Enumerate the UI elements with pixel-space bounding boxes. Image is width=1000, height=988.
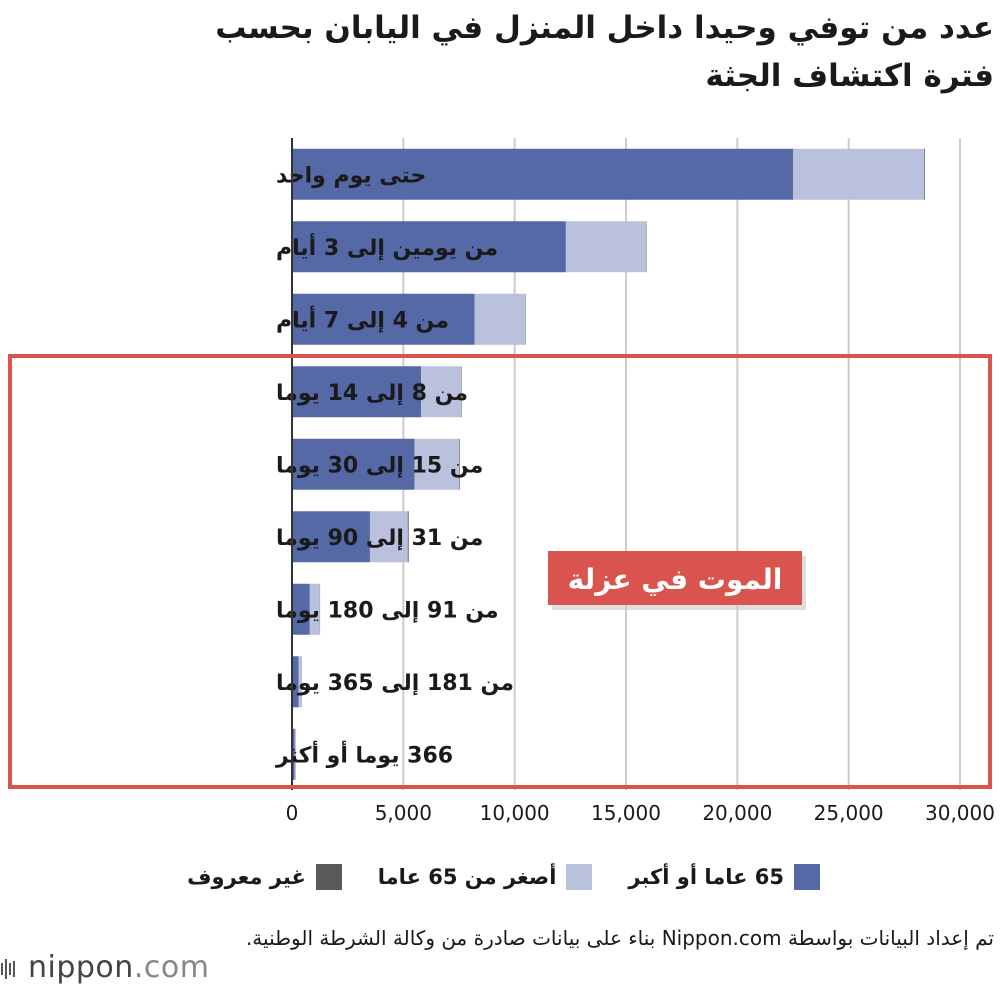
legend-label-unknown: غير معروف [187, 865, 306, 889]
x-tick-label: 20,000 [702, 801, 772, 825]
isolation-frame [8, 354, 992, 789]
category-label: من 15 إلى 30 يوما [276, 453, 483, 478]
category-label: حتى يوم واحد [276, 163, 426, 188]
highlight-label-box [548, 551, 802, 605]
legend-swatch-unknown [315, 864, 342, 890]
bar-segment [474, 293, 526, 345]
category-label: من 31 إلى 90 يوما [276, 526, 483, 551]
bar-segment [292, 221, 566, 273]
bar-segment [292, 438, 415, 490]
bar-segment [292, 511, 370, 563]
legend-swatch-65-plus [794, 864, 820, 890]
bar-segment [292, 728, 295, 780]
bar-segment [294, 728, 297, 780]
bar-segment [292, 656, 299, 708]
bar-segment [565, 221, 647, 273]
bar-segment [292, 148, 793, 200]
x-tick-label: 0 [286, 801, 299, 825]
category-label: من 91 إلى 180 يوما [276, 598, 499, 623]
legend-item-65-plus: 65 عاما أو أكبر [628, 864, 820, 890]
category-label: من 4 إلى 7 أيام [276, 304, 449, 333]
bar-segment [298, 656, 303, 708]
bar-segment [421, 366, 462, 418]
x-tick-label: 10,000 [480, 801, 550, 825]
nippon-mark-icon [1, 958, 15, 979]
x-tick-label: 5,000 [375, 801, 432, 825]
logo-suffix: .com [133, 950, 210, 985]
bar-segment [793, 148, 925, 200]
category-label: من 8 إلى 14 يوما [276, 381, 468, 406]
category-label: من 181 إلى 365 يوما [276, 671, 514, 696]
bar-segment [414, 438, 459, 490]
x-tick-label: 25,000 [814, 801, 884, 825]
highlight-label: الموت في عزلة [568, 563, 783, 596]
source-note: تم إعداد البيانات بواسطة Nippon.com بناء… [245, 926, 994, 950]
x-tick-label: 30,000 [925, 801, 995, 825]
bar-chart: 0 5,000 10,000 15,000 20,000 25,000 30,000 حتى … [8, 138, 995, 825]
category-label: من يومين إلى 3 أيام [276, 232, 498, 261]
chart-title: عدد من توفي وحيدا داخل المنزل في اليابان… [14, 4, 994, 100]
bar-segment [292, 366, 422, 418]
bar-segment [292, 293, 475, 345]
legend-item-unknown: غير معروف [187, 864, 342, 890]
logo-name: nippon [28, 950, 134, 985]
bar-segment [407, 511, 409, 563]
legend-label-65-plus: 65 عاما أو أكبر [628, 865, 784, 889]
legend-label-under-65: أصغر من 65 عاما [377, 865, 557, 889]
bar-segment [924, 148, 926, 200]
legend: 65 عاما أو أكبر أصغر من 65 عاما غير معرو… [160, 860, 820, 894]
bar-segment [309, 583, 320, 635]
nippon-logo: nippon.com [0, 950, 209, 985]
legend-item-under-65: أصغر من 65 عاما [378, 864, 593, 890]
category-label: 366 يوما أو أكثر [275, 739, 453, 768]
bar-segment [369, 511, 408, 563]
title-line-1: عدد من توفي وحيدا داخل المنزل في اليابان… [215, 10, 994, 46]
x-tick-label: 15,000 [591, 801, 661, 825]
title-line-2: فترة اكتشاف الجثة [705, 58, 994, 94]
bar-segment [292, 583, 310, 635]
bar-segment [459, 438, 460, 490]
legend-swatch-under-65 [566, 864, 593, 890]
